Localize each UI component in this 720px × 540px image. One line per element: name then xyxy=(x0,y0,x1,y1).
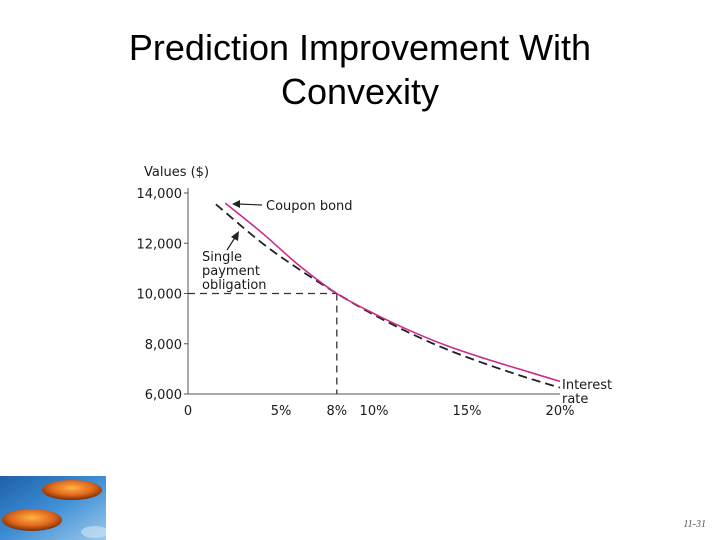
coupon-bond-arrow-line xyxy=(237,203,263,206)
y-tick-label: 8,000 xyxy=(145,338,182,353)
x-tick-label: 15% xyxy=(453,404,482,419)
x-tick-label: 8% xyxy=(326,404,347,419)
y-tick-label: 14,000 xyxy=(137,187,183,202)
x-axis-label: Interest xyxy=(562,378,612,393)
x-tick-label: 20% xyxy=(546,404,575,419)
slide-title: Prediction Improvement With Convexity xyxy=(40,26,680,114)
coupon-bond-arrowhead xyxy=(232,200,240,208)
x-tick-label: 0 xyxy=(184,404,192,419)
pebbles-image xyxy=(0,476,106,540)
title-line-2: Convexity xyxy=(280,71,440,112)
single-payment-arrowhead xyxy=(231,231,239,241)
y-tick-label: 6,000 xyxy=(145,388,182,403)
coupon-bond-label: Coupon bond xyxy=(266,199,353,214)
title-line-1: Prediction Improvement With xyxy=(128,27,592,68)
single-payment-label: obligation xyxy=(202,278,267,293)
y-tick-label: 12,000 xyxy=(137,237,183,252)
x-tick-label: 5% xyxy=(271,404,292,419)
single-payment-obligation-line xyxy=(215,203,561,389)
y-axis-label: Values ($) xyxy=(144,165,209,180)
single-payment-label: Single xyxy=(202,250,242,265)
x-axis-label: rate xyxy=(562,392,588,407)
slide-number: 11-31 xyxy=(683,519,706,530)
x-tick-label: 10% xyxy=(360,404,389,419)
single-payment-label: payment xyxy=(202,264,260,279)
y-tick-label: 10,000 xyxy=(137,288,183,303)
coupon-bond-line xyxy=(224,202,561,383)
